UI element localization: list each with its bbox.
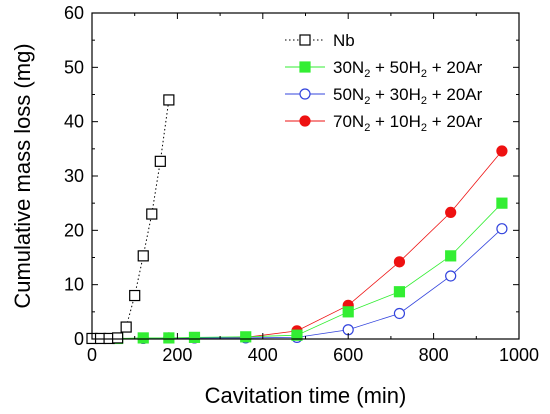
legend-label: Nb bbox=[333, 31, 355, 50]
legend-label: 50N2 + 30H2 + 20Ar bbox=[333, 85, 483, 107]
data-point bbox=[291, 329, 303, 341]
series-line bbox=[117, 202, 503, 339]
data-point bbox=[496, 197, 508, 209]
legend-entry: 30N2 + 50H2 + 20Ar bbox=[285, 58, 483, 80]
data-point bbox=[393, 256, 406, 268]
y-tick-label: 30 bbox=[64, 166, 84, 186]
y-tick-label: 40 bbox=[64, 112, 84, 132]
data-point bbox=[163, 94, 175, 106]
data-point bbox=[240, 331, 252, 343]
legend-label: 70N2 + 10H2 + 20Ar bbox=[333, 112, 483, 134]
x-tick-label: 200 bbox=[162, 345, 192, 365]
data-point bbox=[445, 250, 457, 262]
legend-entry: Nb bbox=[285, 31, 355, 50]
y-axis-label: Cumulative mass loss (mg) bbox=[10, 43, 35, 308]
data-point bbox=[137, 250, 149, 262]
data-point bbox=[129, 289, 141, 302]
y-tick-label: 60 bbox=[64, 3, 84, 23]
data-point bbox=[445, 206, 457, 219]
data-point bbox=[342, 306, 354, 318]
x-tick-label: 800 bbox=[419, 345, 449, 365]
data-point bbox=[163, 332, 175, 344]
axis-layer: 0 200 400 600 800 1000 0 10 20 30 40 50 60 bbox=[64, 3, 539, 365]
data-point bbox=[445, 270, 457, 282]
x-tick-label: 600 bbox=[333, 345, 363, 365]
data-point bbox=[496, 223, 508, 235]
data-point bbox=[496, 145, 508, 157]
data-point bbox=[137, 332, 149, 344]
x-tick-label: 1000 bbox=[499, 345, 539, 365]
data-point bbox=[393, 307, 406, 320]
y-tick-label: 50 bbox=[64, 57, 84, 77]
data-point bbox=[146, 208, 158, 220]
legend-entry: 50N2 + 30H2 + 20Ar bbox=[285, 85, 483, 107]
y-tick-label: 20 bbox=[64, 220, 84, 240]
legend-marker bbox=[299, 61, 311, 73]
data-point bbox=[120, 321, 132, 333]
data-point bbox=[154, 155, 166, 167]
legend-entry: 70N2 + 10H2 + 20Ar bbox=[285, 112, 483, 134]
x-axis-label: Cavitation time (min) bbox=[205, 383, 407, 408]
legend-marker bbox=[299, 115, 311, 127]
legend-marker bbox=[299, 88, 311, 100]
data-point bbox=[188, 331, 201, 343]
legend-label: 30N2 + 50H2 + 20Ar bbox=[333, 58, 483, 80]
legend: Nb 30N2 + 50H2 + 20Ar 50N2 + 30H2 + 20Ar 70… bbox=[285, 31, 483, 134]
x-tick-label: 400 bbox=[248, 345, 278, 365]
data-point bbox=[112, 332, 124, 344]
y-tick-label: 10 bbox=[64, 275, 84, 295]
data-point bbox=[393, 286, 406, 298]
legend-marker bbox=[299, 34, 311, 46]
x-tick-label: 0 bbox=[87, 345, 97, 365]
y-tick-label: 0 bbox=[74, 329, 84, 349]
